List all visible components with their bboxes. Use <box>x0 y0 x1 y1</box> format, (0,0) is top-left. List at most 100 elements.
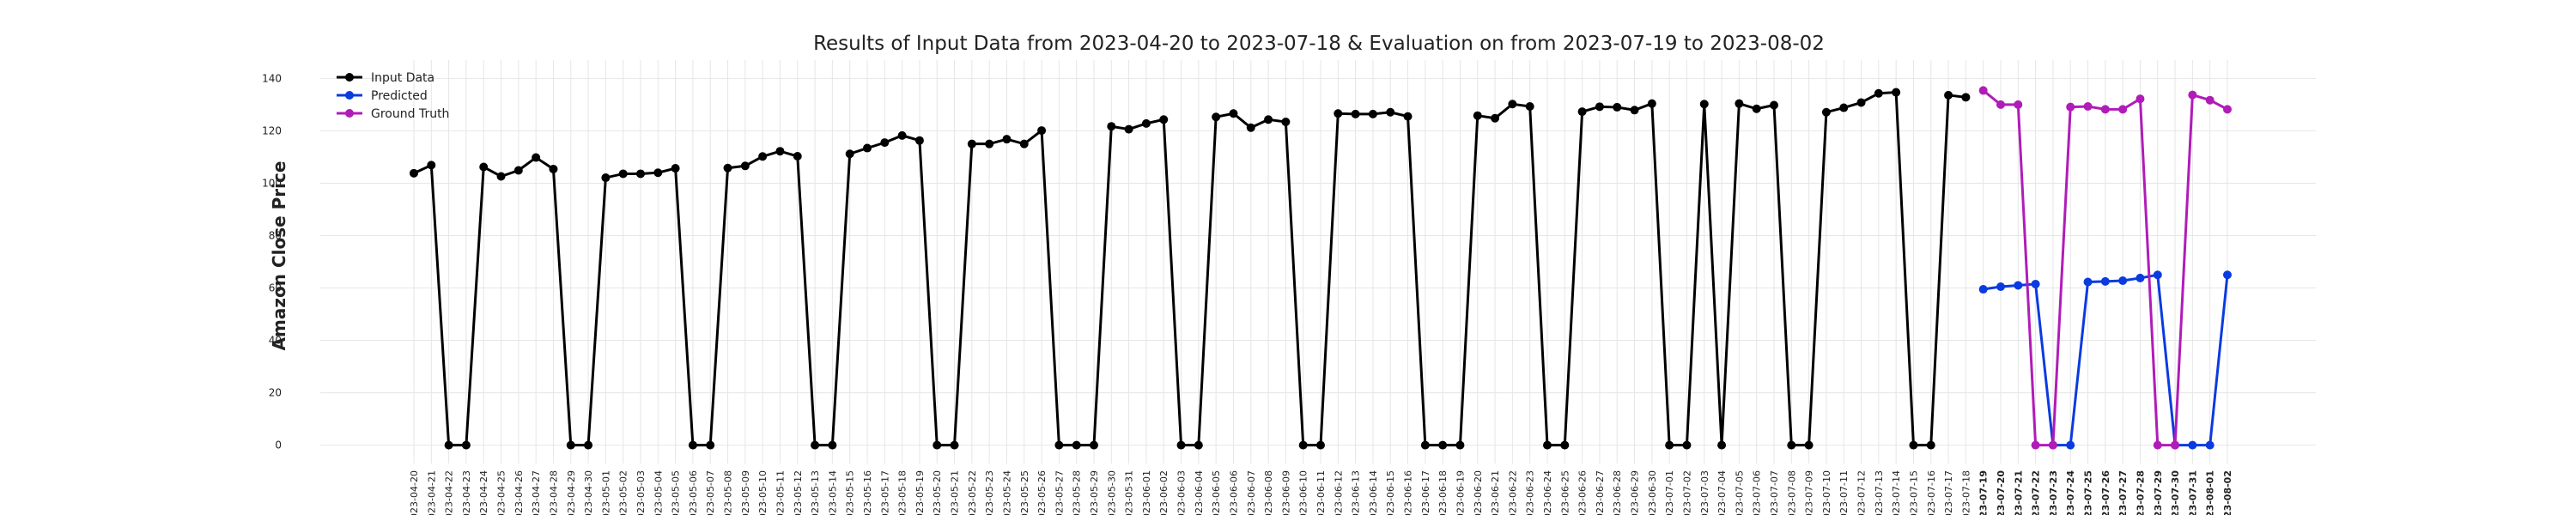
point <box>1926 440 1935 450</box>
point <box>985 139 994 148</box>
x-tick-label: 2023-07-11 <box>1838 470 1850 515</box>
x-tick-label: 2023-05-22 <box>967 470 978 515</box>
point <box>2083 102 2093 112</box>
point <box>2223 105 2232 114</box>
point <box>2153 270 2162 280</box>
x-tick-label: 2023-07-09 <box>1804 470 1815 515</box>
y-tick-label: 40 <box>269 335 282 347</box>
point <box>1944 90 1953 100</box>
point <box>1141 118 1151 128</box>
point <box>1787 440 1796 450</box>
x-tick-label: 2023-07-10 <box>1821 470 1832 515</box>
point <box>427 161 436 170</box>
x-tick-label: 2023-07-26 <box>2100 470 2111 515</box>
x-tick-label: 2023-05-13 <box>810 470 821 515</box>
x-tick-label: 2023-05-18 <box>897 470 908 515</box>
point <box>513 166 523 175</box>
point <box>2171 440 2180 450</box>
legend-label: Input Data <box>371 71 434 85</box>
point <box>549 164 558 173</box>
x-tick-label: 2023-06-29 <box>1630 470 1641 515</box>
x-tick-label: 2023-04-28 <box>548 470 559 515</box>
point <box>2153 440 2162 450</box>
x-tick-label: 2023-07-17 <box>1943 470 1954 515</box>
point <box>1473 111 1482 120</box>
point <box>2031 440 2040 450</box>
point <box>1804 440 1814 450</box>
x-tick-label: 2023-07-02 <box>1681 470 1692 515</box>
point <box>2100 105 2110 114</box>
point <box>410 168 418 178</box>
x-tick-label: 2023-05-02 <box>618 470 629 515</box>
x-tick-label: 2023-07-16 <box>1926 470 1937 515</box>
legend-label: Predicted <box>371 89 428 103</box>
point <box>532 153 541 162</box>
x-tick-label: 2023-07-01 <box>1664 470 1675 515</box>
y-tick-label: 120 <box>262 124 282 136</box>
point <box>444 440 453 450</box>
point <box>1595 102 1604 112</box>
point <box>1438 440 1448 450</box>
x-tick-label: 2023-05-28 <box>1072 470 1083 515</box>
point <box>775 147 785 156</box>
point <box>461 440 471 450</box>
point <box>1560 440 1570 450</box>
x-tick-label: 2023-04-26 <box>513 470 525 515</box>
series-line <box>413 90 1966 447</box>
point <box>933 440 942 450</box>
x-tick-label: 2023-04-25 <box>496 470 507 515</box>
x-tick-label: 2023-04-29 <box>566 470 577 515</box>
x-tick-label: 2023-07-24 <box>2065 470 2076 515</box>
point <box>618 169 628 179</box>
point <box>1508 100 1517 109</box>
point <box>811 440 820 450</box>
point <box>2205 95 2215 105</box>
point <box>1665 440 1674 450</box>
point <box>584 440 593 450</box>
point <box>1281 118 1291 127</box>
y-tick-label: 100 <box>262 177 282 189</box>
x-tick-label: 2023-05-27 <box>1054 470 1065 515</box>
x-tick-label: 2023-05-14 <box>827 470 838 515</box>
x-tick-label: 2023-04-27 <box>531 470 542 515</box>
x-tick-label: 2023-07-31 <box>2187 470 2198 515</box>
x-tick-label: 2023-06-26 <box>1577 470 1589 515</box>
x-tick-label: 2023-04-24 <box>478 470 489 515</box>
point <box>566 440 575 450</box>
x-tick-label: 2023-04-30 <box>583 470 594 515</box>
point <box>2100 276 2110 286</box>
x-tick-label: 2023-05-25 <box>1019 470 1030 515</box>
point <box>1752 104 1761 113</box>
x-tick-label: 2023-08-01 <box>2205 470 2216 515</box>
x-tick-label: 2023-07-29 <box>2153 470 2164 515</box>
x-tick-label: 2023-06-04 <box>1194 470 1205 515</box>
point <box>1613 102 1622 112</box>
x-tick-label: 2023-05-05 <box>671 470 682 515</box>
point <box>880 138 890 148</box>
point <box>1909 440 1918 450</box>
x-tick-label: 2023-05-03 <box>635 470 647 515</box>
x-tick-label: 2023-06-18 <box>1437 470 1449 515</box>
x-tick-label: 2023-07-12 <box>1856 470 1868 515</box>
point <box>1699 100 1709 109</box>
point <box>1821 107 1831 117</box>
point <box>2205 440 2215 450</box>
y-tick-label: 20 <box>269 387 282 399</box>
legend-marker <box>345 73 354 82</box>
x-tick-label: 2023-07-20 <box>1996 470 2007 515</box>
x-tick-label: 2023-06-27 <box>1595 470 1606 515</box>
x-tick-label: 2023-07-27 <box>2117 470 2129 515</box>
x-tick-label: 2023-06-25 <box>1559 470 1571 515</box>
x-tick-label: 2023-07-05 <box>1734 470 1745 515</box>
x-tick-label: 2023-06-11 <box>1315 470 1327 515</box>
x-tick-label: 2023-06-30 <box>1647 470 1658 515</box>
x-tick-label: 2023-07-19 <box>1978 470 1990 515</box>
x-tick-label: 2023-05-19 <box>914 470 926 515</box>
x-tick-label: 2023-06-16 <box>1403 470 1414 515</box>
x-tick-label: 2023-05-16 <box>862 470 873 515</box>
point <box>2118 276 2128 285</box>
x-tick-label: 2023-05-21 <box>950 470 961 515</box>
point <box>2066 440 2075 450</box>
x-tick-label: 2023-06-06 <box>1228 470 1239 515</box>
